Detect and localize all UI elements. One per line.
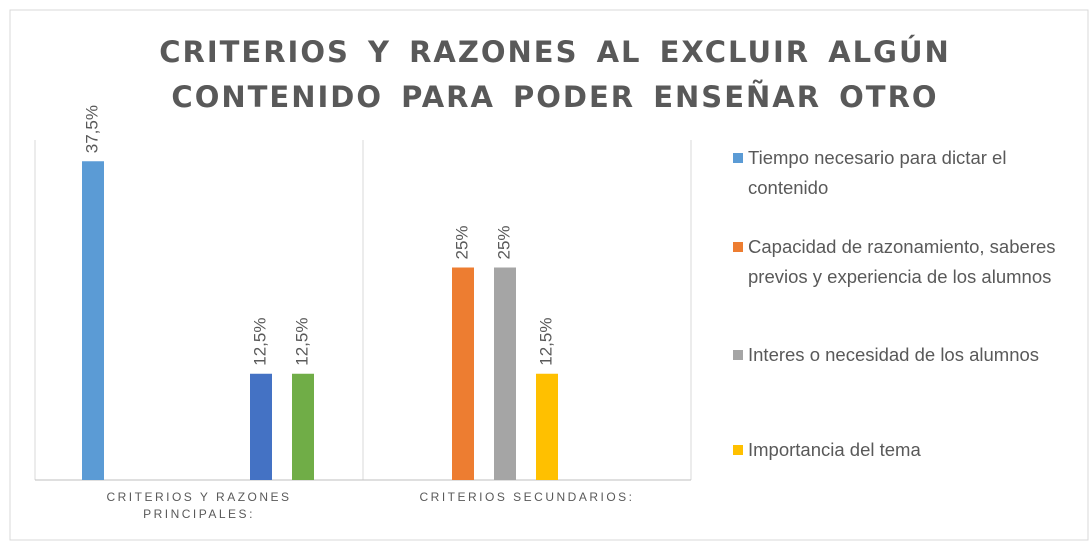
legend-label: Importancia del tema [748,439,921,460]
bar [536,373,558,480]
bar [82,161,104,480]
legend-label: Capacidad de razonamiento, saberes previ… [748,236,1056,287]
data-label: 37,5% [82,105,101,153]
bar [452,267,474,480]
bar [250,373,272,480]
data-label: 12,5% [250,318,269,366]
chart-title: CRITERIOS Y RAZONES AL EXCLUIR ALGÚN CON… [159,35,951,114]
bar [494,267,516,480]
data-label: 25% [452,225,471,259]
legend-swatch [733,153,743,163]
legend-label: Interes o necesidad de los alumnos [748,344,1040,365]
legend-swatch [733,445,743,455]
x-tick-label: CRITERIOS Y RAZONES PRINCIPALES: [106,490,292,521]
data-label: 25% [494,225,513,259]
chart-border [9,9,1089,541]
bar [292,373,314,480]
legend-label: Tiempo necesario para dictar el contenid… [748,147,1007,198]
x-tick-label: CRITERIOS SECUNDARIOS: [419,490,635,504]
data-label: 12,5% [536,318,555,366]
legend-swatch [733,350,743,360]
data-label: 12,5% [292,318,311,366]
legend-swatch [733,242,743,252]
